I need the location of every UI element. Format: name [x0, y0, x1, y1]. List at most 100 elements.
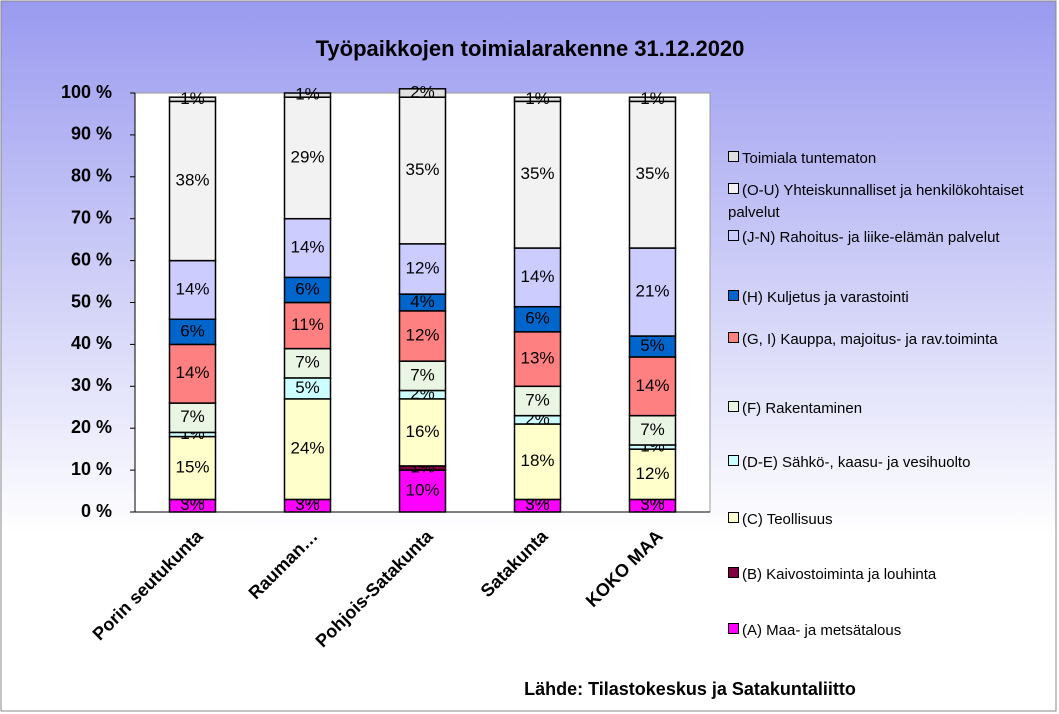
y-tick-label: 80 % [71, 166, 112, 186]
data-label: 35% [635, 164, 669, 183]
legend-item: (A) Maa- ja metsätalous [728, 620, 1028, 642]
data-label: 14% [290, 238, 324, 257]
data-label: 16% [405, 422, 439, 441]
legend-item: Toimiala tuntematon [728, 148, 1028, 170]
bar-segment [398, 88, 447, 98]
bar-segment [283, 96, 332, 220]
bar-segment [168, 402, 217, 434]
bar-segment [398, 310, 447, 362]
data-label: 7% [295, 353, 320, 372]
data-label: 21% [635, 282, 669, 301]
source: Lähde: Tilastokeskus ja Satakuntaliitto [524, 679, 856, 699]
bar-segment [513, 305, 562, 333]
data-label: 5% [295, 378, 320, 397]
legend-swatch [728, 151, 739, 162]
legend-swatch [728, 455, 739, 466]
data-label: 6% [525, 309, 550, 328]
legend-swatch [728, 183, 739, 194]
bar-segment [513, 331, 562, 388]
data-label: 10% [405, 481, 439, 500]
bar-segment [168, 435, 217, 501]
bar-segment [398, 469, 447, 513]
legend-item: (J-N) Rahoitus- ja liike-elämän palvelut [728, 227, 1028, 249]
bar-segment [168, 100, 217, 262]
bar-segment [513, 385, 562, 417]
data-label: 2% [410, 82, 435, 101]
data-label: 14% [635, 376, 669, 395]
y-tick-label: 70 % [71, 207, 112, 227]
bar-segment [513, 100, 562, 249]
legend-label: (B) Kaivostoiminta ja louhinta [742, 566, 937, 583]
data-label: 35% [405, 160, 439, 179]
bar-segment [628, 96, 677, 103]
bar-segment [168, 259, 217, 321]
y-tick-label: 20 % [71, 417, 112, 437]
bar-segment [513, 96, 562, 103]
bar-segment [283, 347, 332, 379]
data-label: 11% [291, 315, 324, 334]
data-label: 1% [180, 89, 205, 108]
data-label: 15% [175, 457, 209, 476]
data-label: 12% [635, 464, 669, 483]
legend-item: (H) Kuljetus ja varastointi [728, 287, 1028, 309]
y-tick-label: 30 % [71, 375, 112, 395]
bar-segment [628, 356, 677, 417]
bar-segment [283, 217, 332, 279]
y-tick-label: 90 % [71, 124, 112, 144]
bar-segment [168, 318, 217, 346]
data-label: 12% [405, 326, 439, 345]
legend-swatch [728, 567, 739, 578]
legend-item: (G, I) Kauppa, majoitus- ja rav.toiminta [728, 329, 1028, 351]
bar-segment [398, 243, 447, 295]
data-label: 14% [175, 279, 209, 298]
data-label: 18% [520, 451, 554, 470]
y-tick-label: 100 % [61, 82, 112, 102]
legend-item: (B) Kaivostoiminta ja louhinta [728, 564, 1028, 586]
legend-swatch [728, 230, 739, 241]
data-label: 5% [640, 336, 665, 355]
legend-label: (J-N) Rahoitus- ja liike-elämän palvelut [742, 229, 1000, 246]
legend-label: (C) Teollisuus [742, 511, 833, 528]
data-label: 6% [295, 279, 320, 298]
legend-item: (F) Rakentaminen [728, 398, 1028, 420]
bar-segment [283, 92, 332, 98]
bar-segment [628, 100, 677, 249]
bar-segment [628, 247, 677, 337]
data-label: 1% [640, 89, 665, 108]
bar-segment [168, 343, 217, 404]
bar-segment [513, 423, 562, 501]
y-tick-label: 40 % [71, 333, 112, 353]
y-tick-label: 10 % [71, 459, 112, 479]
data-label: 29% [290, 147, 324, 166]
chart-title: Työpaikkojen toimialarakenne 31.12.2020 [316, 36, 745, 61]
legend-label: (G, I) Kauppa, majoitus- ja rav.toiminta [742, 331, 998, 348]
data-label: 6% [180, 321, 205, 340]
y-tick-label: 60 % [71, 249, 112, 269]
data-label: 12% [405, 258, 439, 277]
data-label: 1% [295, 85, 320, 104]
legend-item: (O-U) Yhteiskunnalliset ja henkilökohtai… [728, 180, 1028, 224]
legend-swatch [728, 290, 739, 301]
y-tick-label: 0 % [81, 501, 112, 521]
y-tick-label: 50 % [71, 291, 112, 311]
data-label: 7% [525, 390, 550, 409]
legend-label: (F) Rakentaminen [742, 400, 863, 417]
data-label: 7% [180, 407, 205, 426]
bar-segment [283, 301, 332, 350]
bar-segment [398, 96, 447, 245]
data-label: 7% [640, 420, 665, 439]
data-label: 7% [410, 365, 435, 384]
data-label: 1% [525, 89, 550, 108]
data-label: 14% [175, 363, 209, 382]
legend-label: Toimiala tuntematon [742, 150, 877, 167]
data-label: 35% [520, 164, 554, 183]
bar-segment [513, 247, 562, 308]
data-label: 4% [410, 292, 435, 311]
legend-label: (D-E) Sähkö-, kaasu- ja vesihuolto [742, 454, 971, 471]
legend-label: (O-U) Yhteiskunnalliset ja henkilökohtai… [728, 182, 1024, 221]
data-label: 13% [520, 349, 554, 368]
data-label: 24% [290, 439, 324, 458]
legend-swatch [728, 512, 739, 523]
legend-item: (C) Teollisuus [728, 509, 1028, 531]
